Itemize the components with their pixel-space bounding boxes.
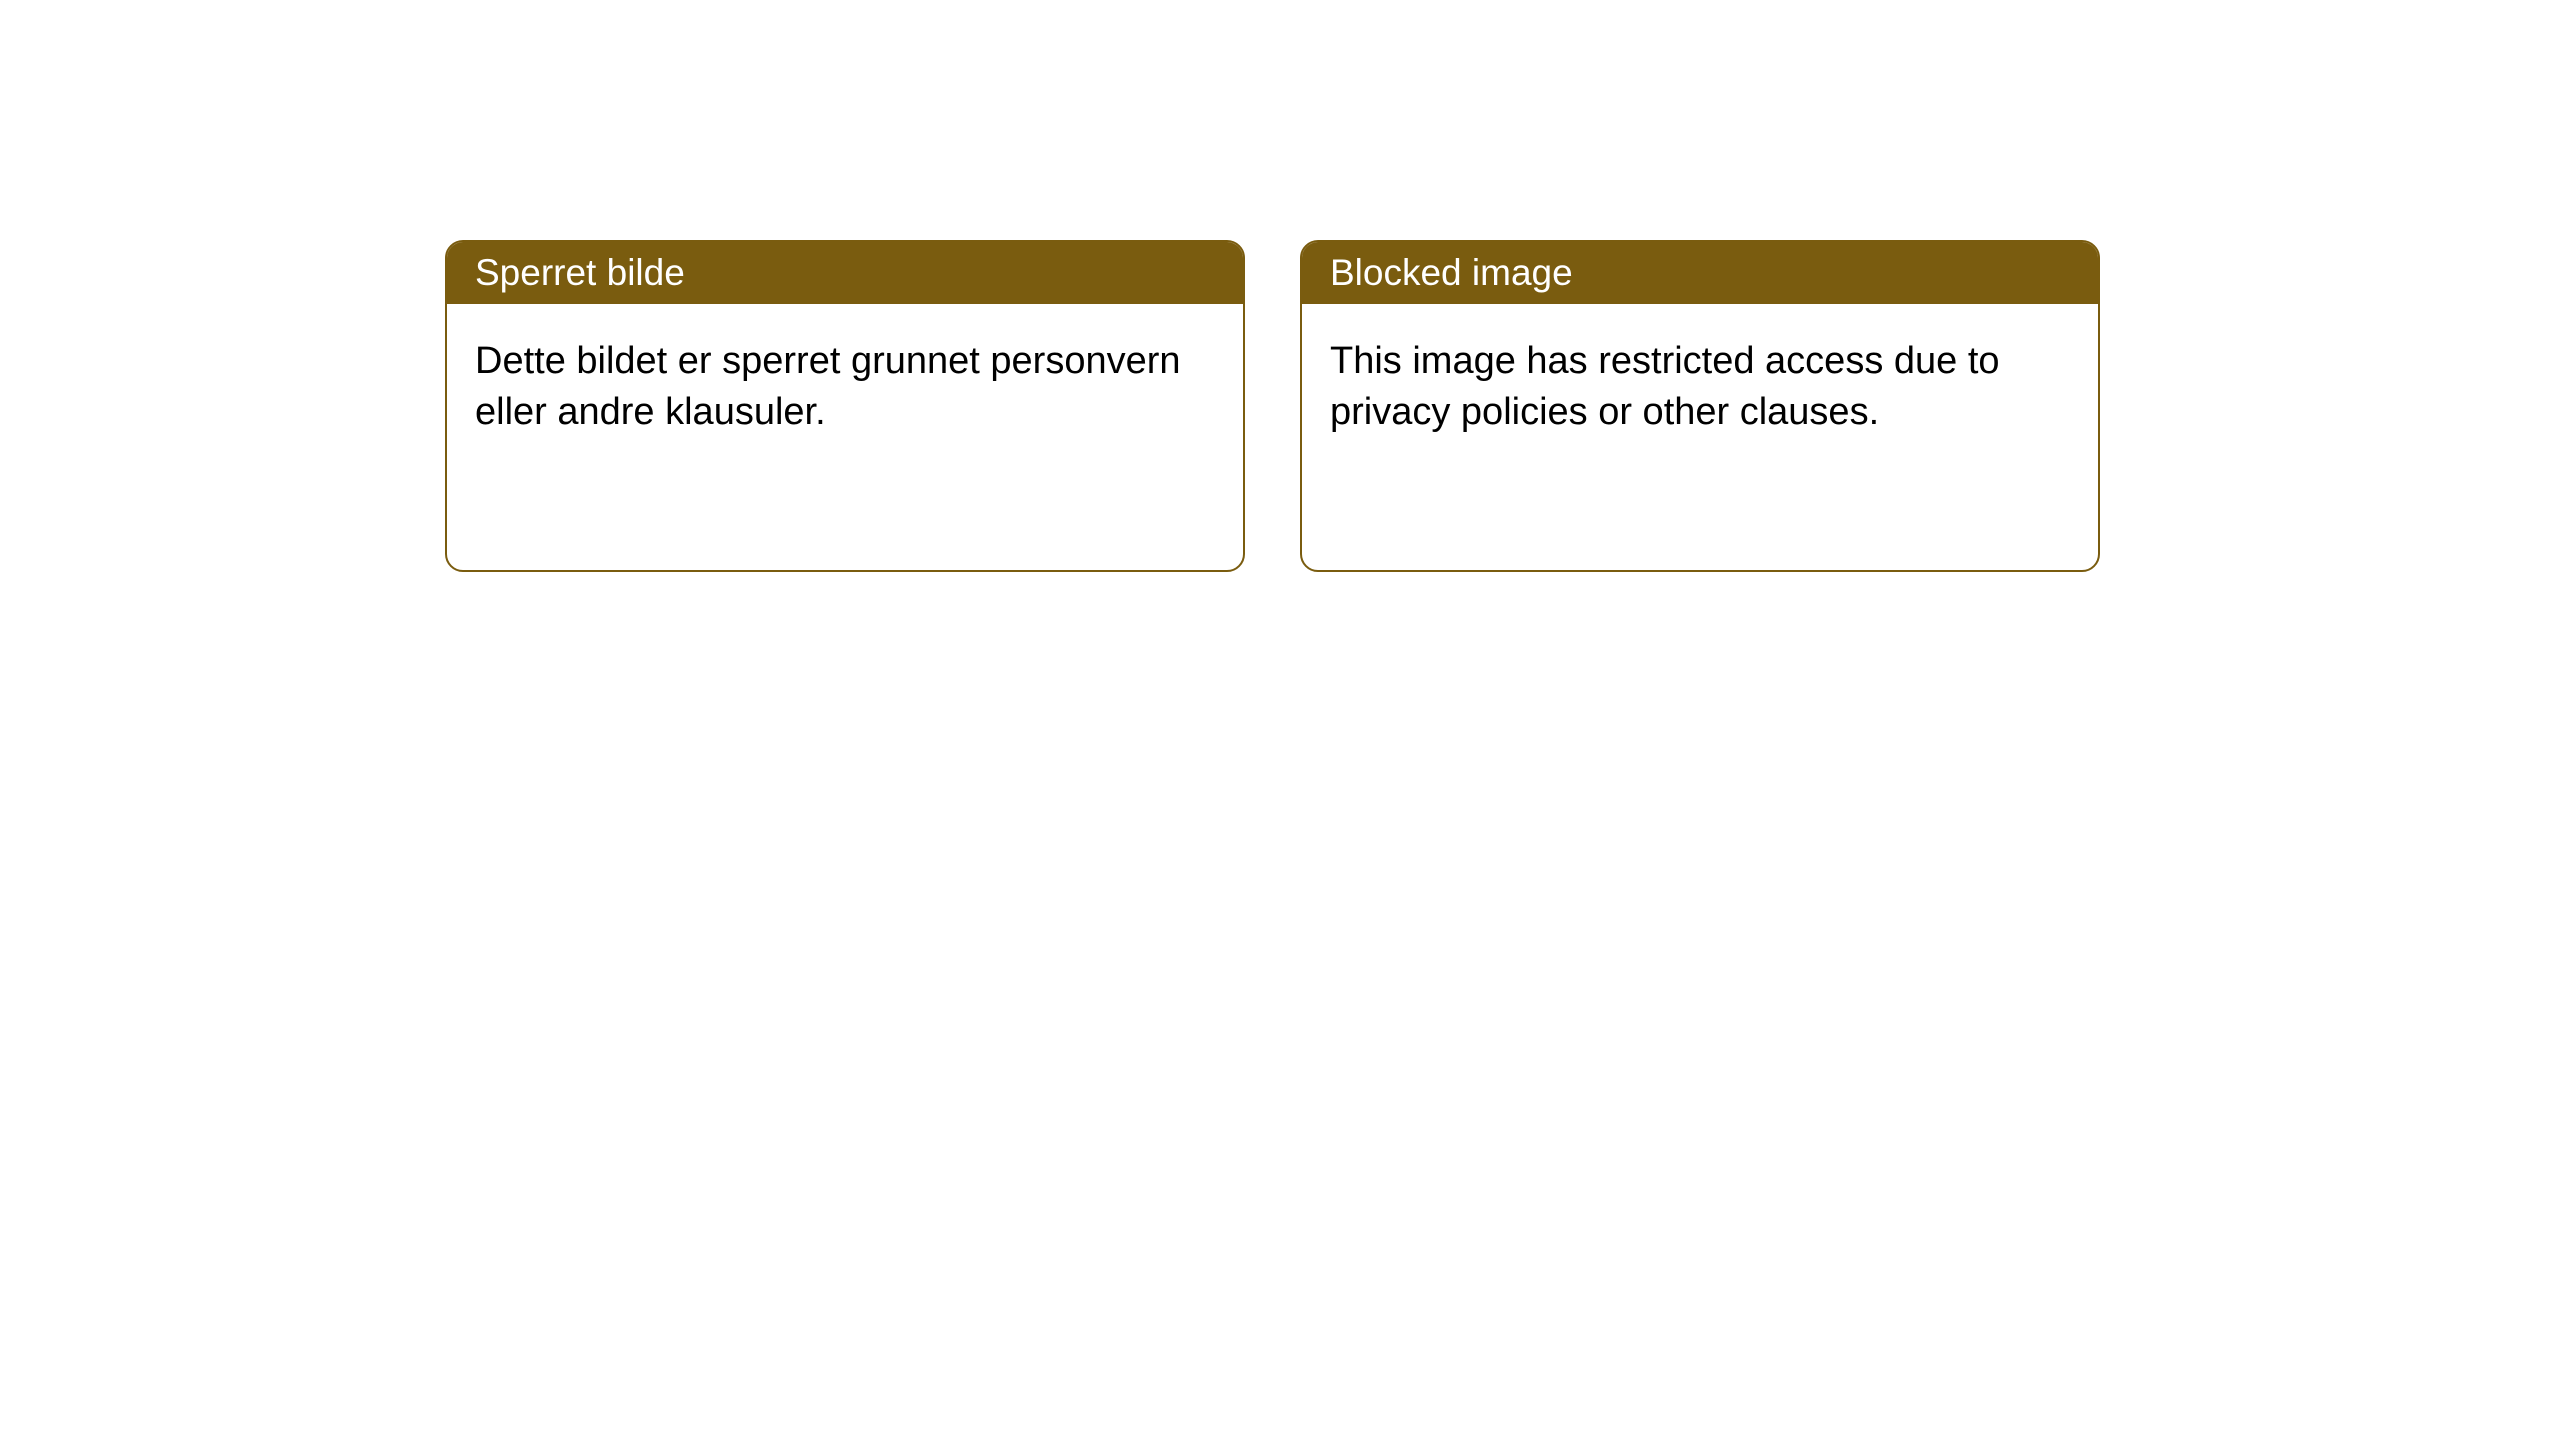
panel-norwegian: Sperret bilde Dette bildet er sperret gr… [445, 240, 1245, 572]
panel-header-english: Blocked image [1302, 242, 2098, 304]
panels-container: Sperret bilde Dette bildet er sperret gr… [0, 0, 2560, 572]
panel-header-norwegian: Sperret bilde [447, 242, 1243, 304]
panel-english: Blocked image This image has restricted … [1300, 240, 2100, 572]
panel-body-norwegian: Dette bildet er sperret grunnet personve… [447, 304, 1243, 471]
panel-body-english: This image has restricted access due to … [1302, 304, 2098, 471]
